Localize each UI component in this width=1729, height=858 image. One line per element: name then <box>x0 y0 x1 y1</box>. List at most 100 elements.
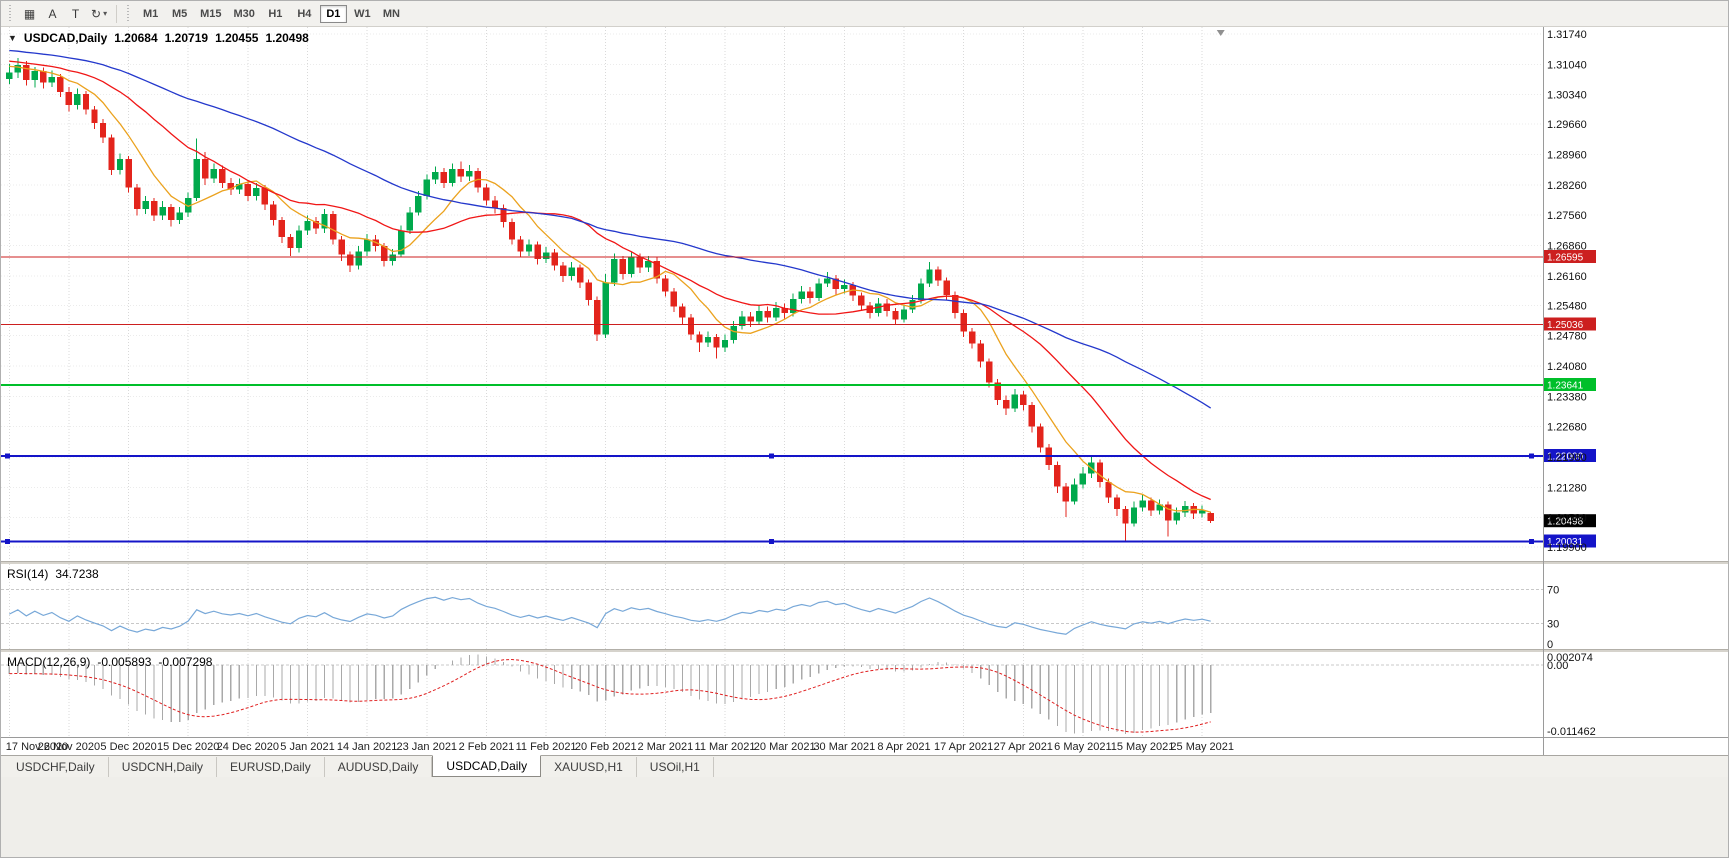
refresh-dropdown-button[interactable]: ↻ ▾ <box>91 6 108 21</box>
svg-text:1.29660: 1.29660 <box>1547 119 1587 131</box>
svg-text:11 Feb 2021: 11 Feb 2021 <box>516 741 577 753</box>
svg-text:26 Nov 2020: 26 Nov 2020 <box>38 741 100 753</box>
ohlc-open: 1.20684 <box>114 31 158 45</box>
hline-price-badge <box>1544 377 1596 391</box>
svg-text:8 Apr 2021: 8 Apr 2021 <box>877 741 930 753</box>
svg-text:14 Jan 2021: 14 Jan 2021 <box>337 741 398 753</box>
ohlc-low: 1.20455 <box>215 31 259 45</box>
chart-symbol-label: USDCAD,Daily <box>23 31 108 45</box>
timeframe-button-d1[interactable]: D1 <box>319 4 347 23</box>
svg-text:1.23641: 1.23641 <box>1547 380 1584 391</box>
svg-text:5 Dec 2020: 5 Dec 2020 <box>100 741 156 753</box>
chart-tabs-bar: USDCHF,Daily USDCNH,Daily EURUSD,Daily AUDU… <box>1 755 1728 777</box>
chart-tab-usdchf-daily[interactable]: USDCHF,Daily <box>3 757 109 777</box>
ma-45-line <box>9 49 1212 409</box>
pane-separator[interactable] <box>1 561 1729 564</box>
macd-signal-line <box>9 658 1211 733</box>
ohlc-close: 1.20498 <box>265 31 309 45</box>
svg-text:2 Feb 2021: 2 Feb 2021 <box>459 741 515 753</box>
svg-text:1.28960: 1.28960 <box>1547 149 1587 161</box>
rsi-layer <box>1 589 1543 635</box>
svg-text:1.21980: 1.21980 <box>1547 452 1587 464</box>
ma-8-line <box>9 65 1211 513</box>
chart-tab-usdcad-daily[interactable]: USDCAD,Daily <box>432 755 542 777</box>
ma-20-line <box>9 60 1211 501</box>
rsi-line <box>9 596 1211 635</box>
svg-text:23 Jan 2021: 23 Jan 2021 <box>397 741 458 753</box>
rsi-current-value: 34.7238 <box>55 567 99 581</box>
svg-text:30: 30 <box>1547 619 1559 631</box>
svg-text:70: 70 <box>1547 585 1559 597</box>
hline-price-badge <box>1544 534 1596 548</box>
svg-text:1.22680: 1.22680 <box>1547 422 1587 434</box>
svg-text:-0.011462: -0.011462 <box>1547 726 1596 738</box>
timeframe-toolbar: M1 M5 M15 M30 H1 H4 D1 W1 MN <box>136 4 406 23</box>
timeframe-button-h1[interactable]: H1 <box>268 7 283 20</box>
hline-price-badge <box>1544 449 1596 463</box>
grid-layer <box>1 27 1543 737</box>
svg-text:1.24080: 1.24080 <box>1547 361 1587 373</box>
svg-text:17 Apr 2021: 17 Apr 2021 <box>934 741 993 753</box>
moving-averages-layer <box>9 49 1212 513</box>
timeframe-button-m30[interactable]: M30 <box>233 7 255 20</box>
svg-text:1.26595: 1.26595 <box>1547 252 1584 263</box>
svg-text:20 Feb 2021: 20 Feb 2021 <box>575 741 637 753</box>
svg-text:25 May 2021: 25 May 2021 <box>1170 741 1234 753</box>
svg-text:1.21280: 1.21280 <box>1547 482 1587 494</box>
timeframe-button-w1[interactable]: W1 <box>354 7 371 20</box>
pane-separator[interactable] <box>1 649 1729 652</box>
text-t-button[interactable]: T <box>71 6 80 21</box>
svg-text:1.27560: 1.27560 <box>1547 210 1587 222</box>
toolbar-icon-buttons: ▦ A T ↻ ▾ <box>18 4 111 24</box>
macd-layer <box>1 654 1543 734</box>
svg-text:1.25480: 1.25480 <box>1547 300 1587 312</box>
svg-text:2 Mar 2021: 2 Mar 2021 <box>638 741 694 753</box>
toolbar-separator <box>116 4 118 23</box>
macd-label: MACD(12,26,9) -0.005893 -0.007298 <box>7 655 212 669</box>
timeframe-button-m5[interactable]: M5 <box>171 7 188 20</box>
current-price-badge <box>1544 514 1596 528</box>
hline-price-badge <box>1544 249 1596 263</box>
chart-tab-usoil-h1[interactable]: USOil,H1 <box>637 757 714 777</box>
candles-layer <box>6 58 1214 541</box>
macd-indicator-name: MACD(12,26,9) <box>7 655 91 669</box>
toolbar-grip[interactable] <box>126 4 133 23</box>
chart-area: 1.26595 1.25036 1.23641 1.22000 1.20031 1.204… <box>1 27 1729 755</box>
svg-text:24 Dec 2020: 24 Dec 2020 <box>217 741 279 753</box>
svg-text:1.30340: 1.30340 <box>1547 90 1587 102</box>
svg-text:1.31740: 1.31740 <box>1547 29 1587 41</box>
toolbar-grip[interactable] <box>8 4 14 23</box>
svg-text:0: 0 <box>1547 639 1553 651</box>
tile-windows-icon[interactable]: ▦ <box>23 6 36 21</box>
bottom-area <box>1 777 1728 857</box>
svg-text:0.00: 0.00 <box>1547 660 1568 672</box>
svg-text:27 Apr 2021: 27 Apr 2021 <box>994 741 1053 753</box>
timeframe-button-m1[interactable]: M1 <box>142 7 159 20</box>
hline-handle <box>5 538 10 544</box>
text-a-button[interactable]: A <box>48 6 57 21</box>
macd-main-value: -0.005893 <box>97 655 152 669</box>
svg-text:5 Jan 2021: 5 Jan 2021 <box>280 741 334 753</box>
chart-tab-usdcnh-daily[interactable]: USDCNH,Daily <box>109 757 218 777</box>
one-click-trading-icon[interactable]: ▼ <box>8 33 17 43</box>
svg-text:1.24780: 1.24780 <box>1547 331 1587 343</box>
hline-price-badge <box>1544 317 1596 331</box>
svg-text:1.26160: 1.26160 <box>1547 271 1587 283</box>
price-chart-svg[interactable]: 1.26595 1.25036 1.23641 1.22000 1.20031 1.204… <box>1 27 1729 755</box>
horizontal-lines-layer[interactable]: 1.26595 1.25036 1.23641 1.22000 1.20031 <box>1 249 1596 548</box>
timeframe-button-h4[interactable]: H4 <box>297 7 312 20</box>
svg-text:1.31040: 1.31040 <box>1547 59 1587 71</box>
svg-text:1.26860: 1.26860 <box>1547 240 1587 252</box>
macd-signal-value: -0.007298 <box>158 655 213 669</box>
timeframe-button-m15[interactable]: M15 <box>200 7 222 20</box>
chart-tab-xauusd-h1[interactable]: XAUUSD,H1 <box>541 757 637 777</box>
chart-shift-marker-icon[interactable] <box>1216 30 1225 36</box>
chart-tab-audusd-daily[interactable]: AUDUSD,Daily <box>325 757 433 777</box>
timeframe-button-mn[interactable]: MN <box>382 7 400 20</box>
hline-handle <box>1529 453 1534 459</box>
chart-tab-eurusd-daily[interactable]: EURUSD,Daily <box>217 757 325 777</box>
top-toolbar: ▦ A T ↻ ▾ M1 M5 M15 M30 H1 H4 D1 W1 MN <box>1 1 1728 27</box>
chart-title: ▼ USDCAD,Daily 1.20684 1.20719 1.20455 1… <box>8 31 309 45</box>
svg-text:20 Mar 2021: 20 Mar 2021 <box>754 741 816 753</box>
